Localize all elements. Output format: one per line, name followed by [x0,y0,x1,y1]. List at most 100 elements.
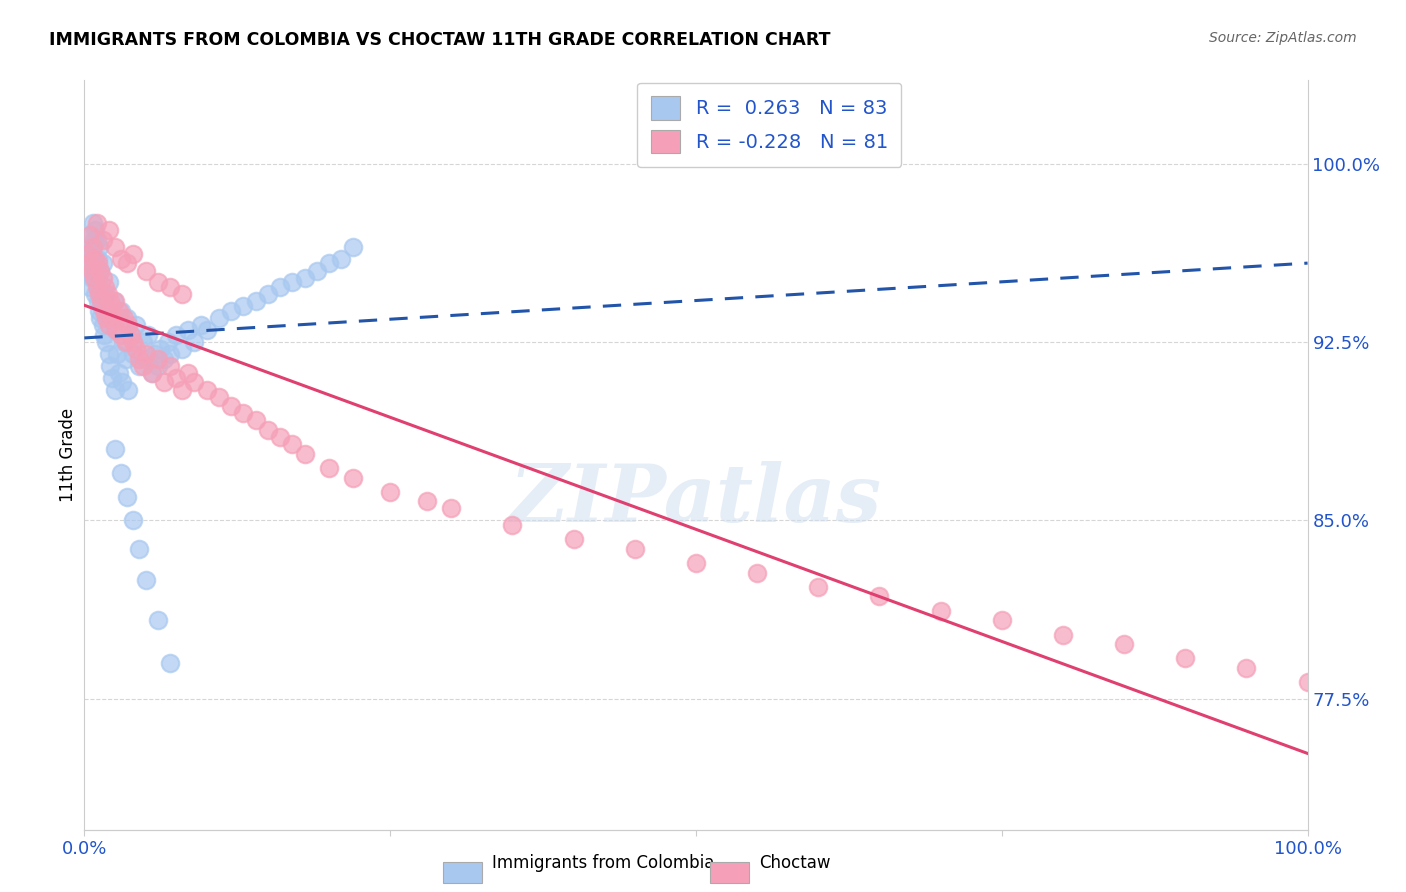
Point [305,263,328,277]
Point [93,304,115,318]
Point [97,347,120,361]
Point [128,541,150,556]
Point [82,252,104,266]
Point [100,311,122,326]
Point [91,233,114,247]
Point [122,347,145,361]
Point [96,334,118,349]
Point [143,347,166,361]
Point [115,490,138,504]
Point [107,304,129,318]
Point [219,304,242,318]
Point [747,566,769,580]
Point [135,347,157,361]
Point [195,383,218,397]
Point [82,216,104,230]
Point [83,256,105,270]
Point [122,513,145,527]
Point [685,556,707,570]
Point [90,299,112,313]
Point [112,334,135,349]
Point [128,351,150,366]
Point [165,327,187,342]
Point [104,294,127,309]
Point [115,334,138,349]
Point [1052,627,1074,641]
Point [342,240,364,254]
Point [562,533,585,547]
Point [1174,651,1197,665]
Point [89,311,111,326]
Point [101,311,124,326]
Point [91,318,114,333]
Point [87,252,110,266]
Point [165,370,187,384]
Point [84,287,107,301]
Point [80,240,103,254]
Point [83,270,105,285]
Point [94,280,117,294]
Point [105,323,128,337]
Point [159,656,181,670]
Point [93,327,115,342]
Point [257,423,280,437]
Point [80,263,103,277]
Point [87,240,110,254]
Text: Immigrants from Colombia: Immigrants from Colombia [492,855,714,872]
Point [122,334,145,349]
Point [146,276,169,290]
Point [87,294,110,309]
Point [128,359,150,373]
Point [624,541,647,556]
Point [103,294,125,309]
Point [84,223,107,237]
Point [110,466,132,480]
Point [80,270,103,285]
Point [146,613,169,627]
Text: Choctaw: Choctaw [759,855,831,872]
Point [79,280,101,294]
Point [245,294,267,309]
Point [77,247,100,261]
Point [232,406,254,420]
Point [190,318,212,333]
Point [82,240,104,254]
Point [104,383,127,397]
Text: ZIPatlas: ZIPatlas [510,461,882,539]
Point [96,311,118,326]
Point [120,327,142,342]
Point [156,334,179,349]
Point [100,304,122,318]
Point [1296,675,1319,690]
Point [135,351,157,366]
Point [318,461,340,475]
Point [98,294,121,309]
Point [141,366,163,380]
Point [132,359,155,373]
Point [929,604,952,618]
Point [132,334,155,349]
Point [115,311,138,326]
Point [104,442,127,456]
Point [90,294,112,309]
Text: Source: ZipAtlas.com: Source: ZipAtlas.com [1209,31,1357,45]
Point [122,247,145,261]
Point [159,280,181,294]
Point [177,323,200,337]
Point [136,327,159,342]
Point [159,347,181,361]
Point [232,299,254,313]
Point [807,580,830,594]
Point [101,370,124,384]
Point [86,280,108,294]
Point [86,233,108,247]
Point [97,318,120,333]
Point [87,287,110,301]
Point [177,366,200,380]
Point [869,590,891,604]
Point [195,323,218,337]
Point [86,216,108,230]
Point [107,366,129,380]
Point [91,270,114,285]
Point [110,304,132,318]
